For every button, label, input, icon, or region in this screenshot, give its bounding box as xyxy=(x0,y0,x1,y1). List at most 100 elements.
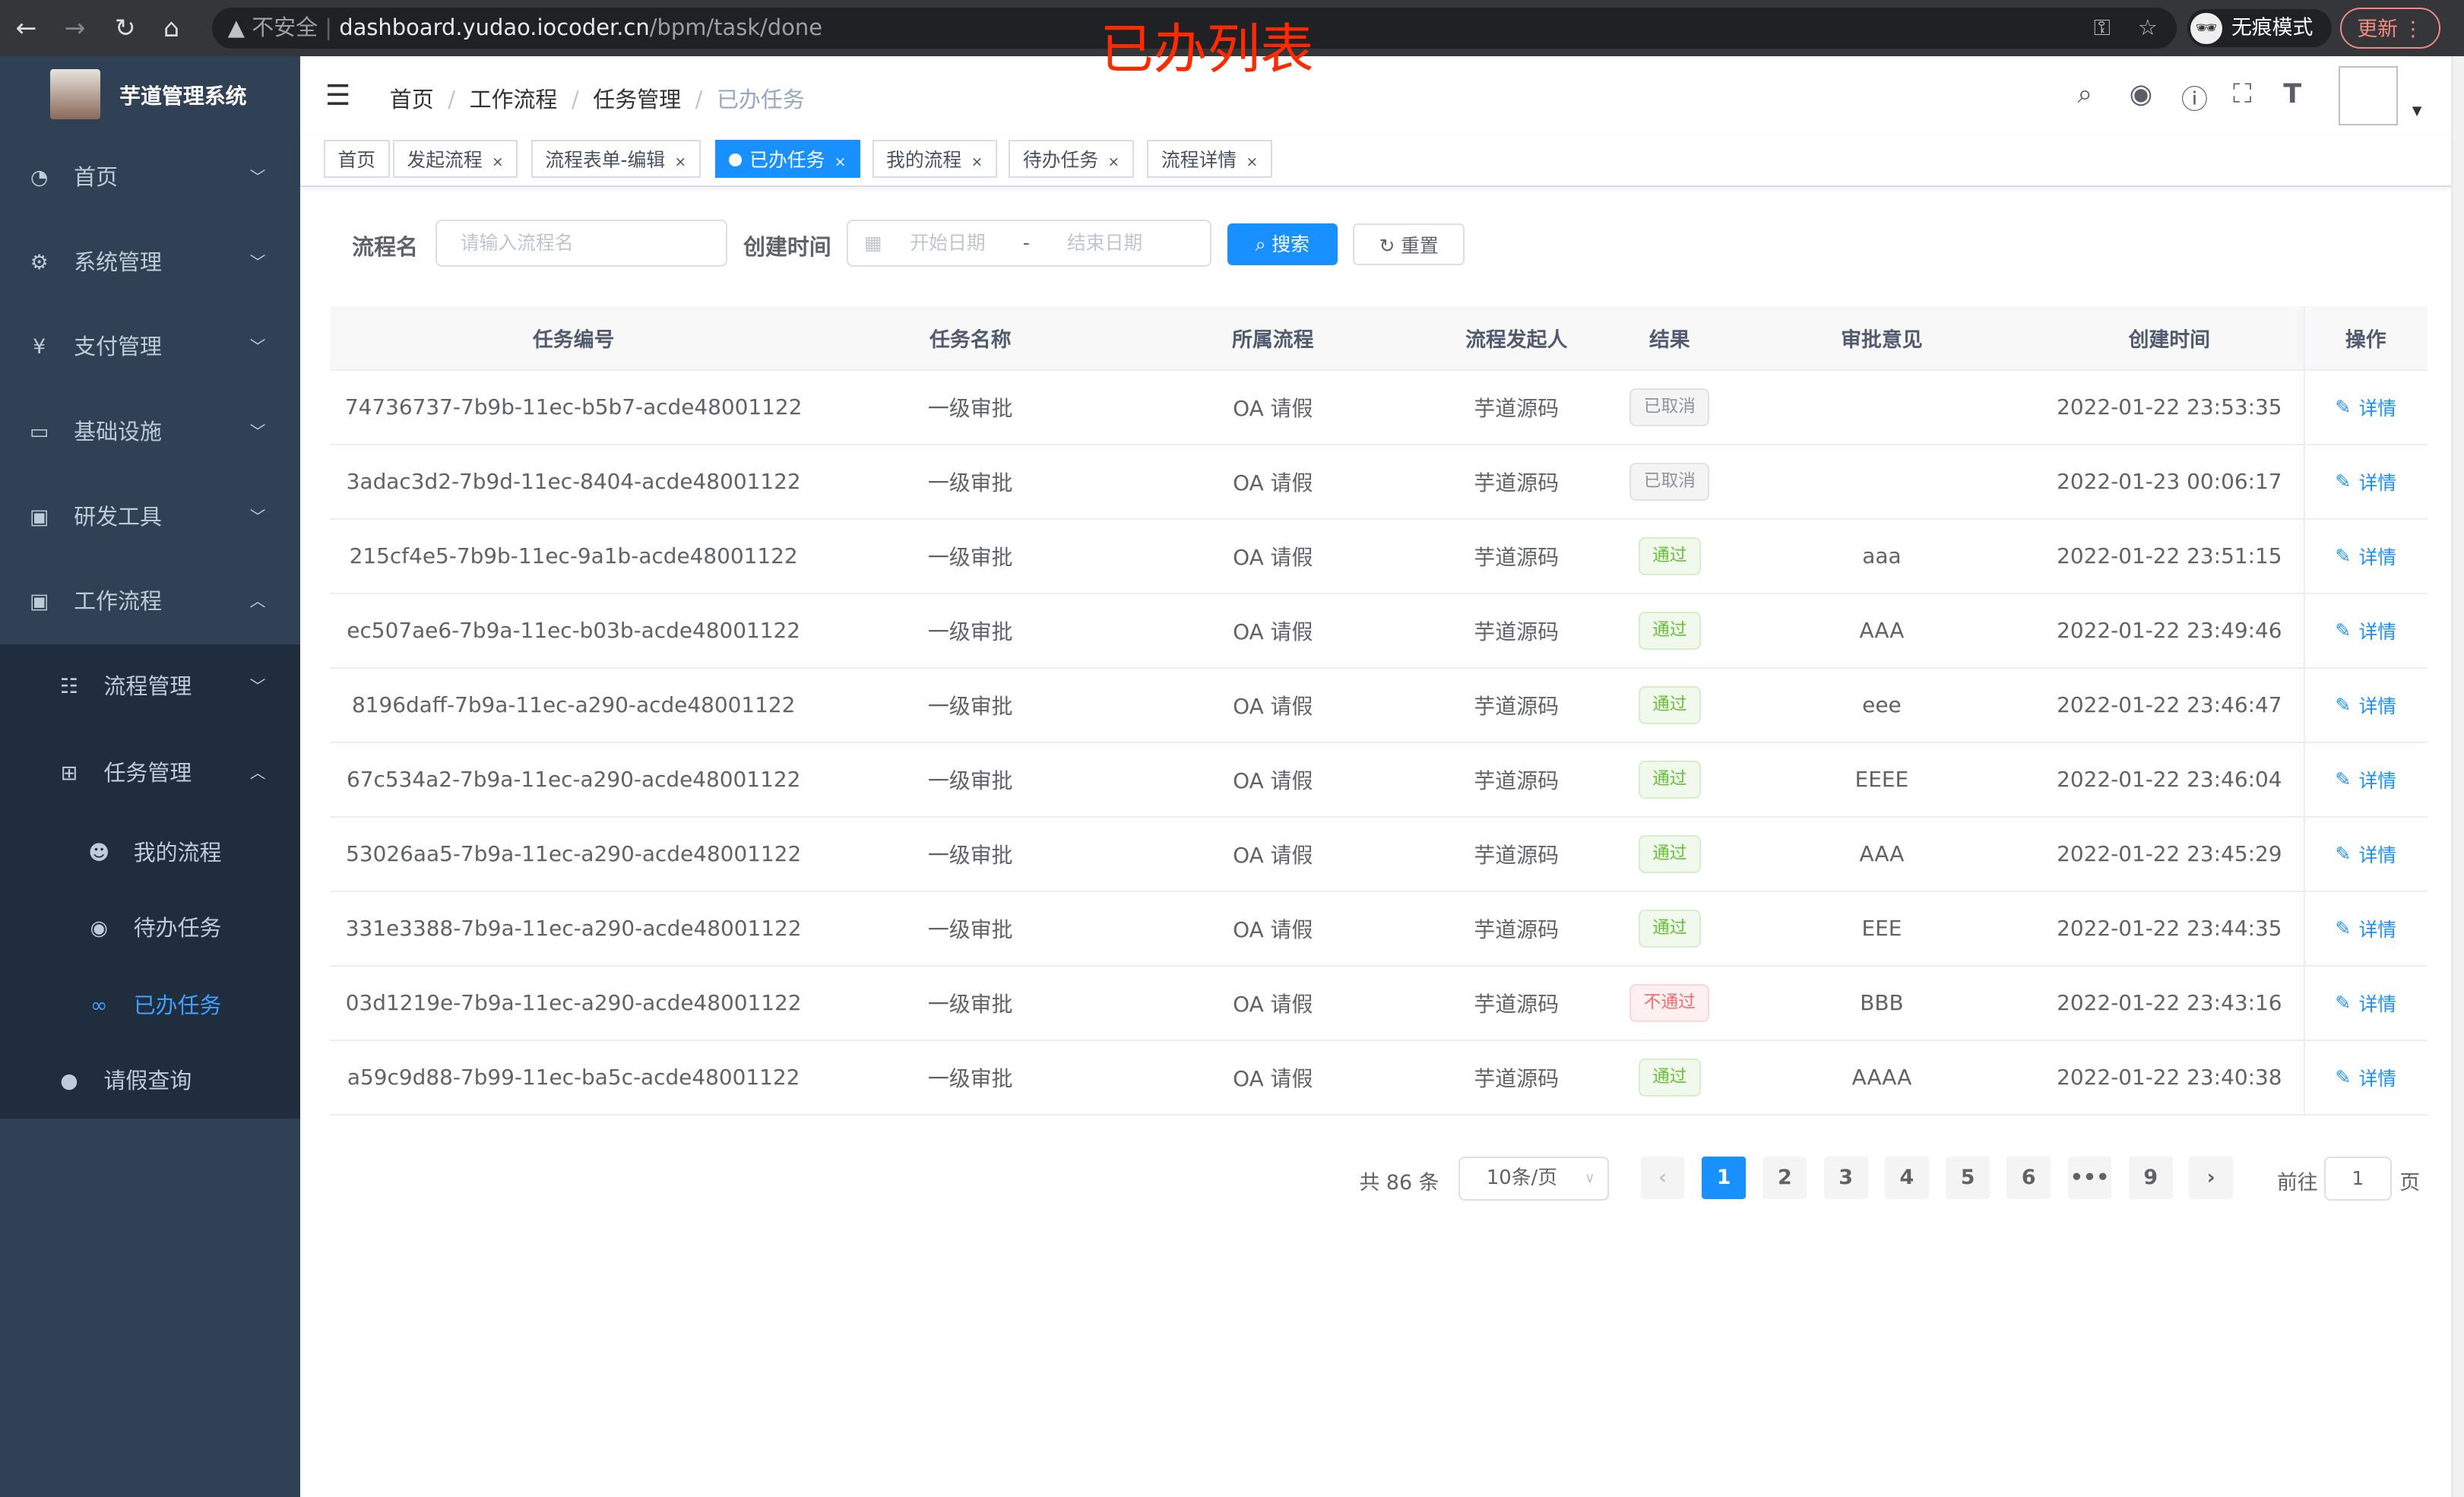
tag-1[interactable]: 发起流程 × xyxy=(392,140,518,178)
scrollbar[interactable] xyxy=(2451,56,2464,1497)
forward-icon[interactable]: → xyxy=(64,12,86,43)
next-page-button[interactable]: › xyxy=(2189,1156,2234,1199)
prev-page-button[interactable]: ‹ xyxy=(1640,1156,1685,1199)
help-icon[interactable]: ⓘ xyxy=(2181,84,2208,116)
close-icon[interactable]: × xyxy=(1246,154,1259,170)
search-icon[interactable]: ⌕ xyxy=(2077,78,2093,110)
tag-6[interactable]: 流程详情 × xyxy=(1147,140,1272,178)
close-icon[interactable]: × xyxy=(834,154,847,170)
close-icon[interactable]: × xyxy=(971,154,983,170)
tag-label: 首页 xyxy=(337,149,376,171)
cell-task-name: 一级审批 xyxy=(927,544,1013,570)
page-button[interactable]: 2 xyxy=(1762,1156,1807,1199)
cell-task-id: 331e3388-7b9a-11ec-a290-acde48001122 xyxy=(345,916,802,942)
column-header[interactable]: 任务名称 xyxy=(930,328,1012,353)
page-button[interactable]: 1 xyxy=(1702,1156,1747,1199)
detail-button[interactable]: ✎ 详情 xyxy=(2304,520,2428,593)
breadcrumb-item[interactable]: 任务管理 xyxy=(593,86,682,112)
close-icon[interactable]: × xyxy=(1107,154,1120,170)
reset-button[interactable]: ↻ 重置 xyxy=(1353,223,1465,266)
sidebar-item[interactable]: ¥ 支付管理 ﹀ xyxy=(0,311,300,383)
page-button[interactable]: 3 xyxy=(1823,1156,1868,1199)
navbar: ☰ 首页 / 工作流程 / 任务管理 / 已办任务 ⌕ ◉ ⓘ ⛶ T ▼ xyxy=(299,56,2452,135)
detail-button[interactable]: ✎ 详情 xyxy=(2304,892,2428,965)
tag-3[interactable]: 已办任务 × xyxy=(714,140,860,178)
detail-label: 详情 xyxy=(2358,918,2397,941)
result-badge: 通过 xyxy=(1638,1059,1702,1097)
start-date[interactable]: 开始日期 xyxy=(910,232,986,255)
hamburger-icon[interactable]: ☰ xyxy=(325,78,351,112)
calendar-icon: ▦ xyxy=(864,232,882,255)
close-icon[interactable]: × xyxy=(674,154,687,170)
sidebar-item[interactable]: ▣ 研发工具 ﹀ xyxy=(0,481,300,553)
reload-icon[interactable]: ↻ xyxy=(114,12,136,43)
star-icon[interactable]: ☆ xyxy=(2137,14,2158,41)
page-button[interactable]: ••• xyxy=(2067,1156,2112,1199)
sidebar-item[interactable]: ◉ 待办任务 xyxy=(0,892,300,964)
edit-icon: ✎ xyxy=(2335,1066,2352,1089)
detail-label: 详情 xyxy=(2358,1067,2397,1090)
page-button[interactable]: 9 xyxy=(2128,1156,2173,1199)
table-row: 03d1219e-7b9a-11ec-a290-acde48001122 一级审批… xyxy=(330,967,2428,1041)
home-icon[interactable]: ⌂ xyxy=(163,12,180,43)
cell-process: OA 请假 xyxy=(1233,842,1313,868)
caret-down-icon[interactable]: ▼ xyxy=(2412,103,2422,119)
avatar[interactable] xyxy=(2338,65,2398,126)
column-header[interactable]: 创建时间 xyxy=(2128,328,2211,353)
back-icon[interactable]: ← xyxy=(15,12,37,43)
detail-button[interactable]: ✎ 详情 xyxy=(2304,743,2428,816)
edit-icon: ✎ xyxy=(2335,843,2352,866)
detail-button[interactable]: ✎ 详情 xyxy=(2304,371,2428,444)
cell-task-name: 一级审批 xyxy=(927,1065,1013,1091)
detail-button[interactable]: ✎ 详情 xyxy=(2304,669,2428,742)
column-header[interactable]: 操作 xyxy=(2345,328,2386,353)
sidebar-item[interactable]: ⚙ 系统管理 ﹀ xyxy=(0,226,300,299)
cell-result: 通过 xyxy=(1610,520,1728,593)
sidebar-item[interactable]: ☻ 我的流程 xyxy=(0,817,300,889)
page-button[interactable]: 6 xyxy=(2006,1156,2051,1199)
cell-opinion: eee xyxy=(1862,692,1902,718)
sidebar-item[interactable]: ▣ 工作流程 ︿ xyxy=(0,565,300,638)
close-icon[interactable]: × xyxy=(492,154,504,170)
sidebar-item[interactable]: ☷ 流程管理 ﹀ xyxy=(0,650,300,723)
sidebar-item[interactable]: ● 请假查询 xyxy=(0,1045,300,1117)
detail-button[interactable]: ✎ 详情 xyxy=(2304,445,2428,518)
detail-button[interactable]: ✎ 详情 xyxy=(2304,818,2428,891)
column-header[interactable]: 所属流程 xyxy=(1232,328,1314,353)
sidebar-item[interactable]: ∞ 已办任务 xyxy=(0,970,300,1042)
page-button[interactable]: 5 xyxy=(1946,1156,1990,1199)
fullscreen-icon[interactable]: ⛶ xyxy=(2233,78,2252,110)
incognito-badge[interactable]: 🕶 无痕模式 xyxy=(2187,9,2333,47)
people-icon: ☻ xyxy=(88,841,110,866)
font-size-icon[interactable]: T xyxy=(2283,78,2302,110)
sidebar-item[interactable]: ◔ 首页 ﹀ xyxy=(0,141,300,214)
key-icon[interactable]: ⚿ xyxy=(2093,14,2111,41)
page-button[interactable]: 4 xyxy=(1884,1156,1929,1199)
github-icon[interactable]: ◉ xyxy=(2129,78,2153,110)
breadcrumb-item[interactable]: 首页 xyxy=(389,86,434,112)
column-header[interactable]: 流程发起人 xyxy=(1465,328,1568,353)
address-bar[interactable]: ▲ 不安全 | dashboard.yudao.iocoder.cn/bpm/t… xyxy=(212,8,2177,49)
column-header[interactable]: 审批意见 xyxy=(1841,328,1923,353)
sidebar-item[interactable]: ⊞ 任务管理 ︿ xyxy=(0,737,300,809)
cell-result: 通过 xyxy=(1610,892,1728,965)
page-size-select[interactable]: 10条/页 ∨ xyxy=(1458,1156,1610,1201)
column-header[interactable]: 结果 xyxy=(1648,328,1690,353)
breadcrumb-item[interactable]: 工作流程 xyxy=(469,86,558,112)
detail-button[interactable]: ✎ 详情 xyxy=(2304,594,2428,667)
tag-4[interactable]: 我的流程 × xyxy=(872,140,997,178)
tag-5[interactable]: 待办任务 × xyxy=(1009,140,1134,178)
user-icon: ● xyxy=(60,1068,78,1093)
process-name-input[interactable]: 请输入流程名 xyxy=(435,220,728,267)
tag-2[interactable]: 流程表单-编辑 × xyxy=(530,140,701,178)
end-date[interactable]: 结束日期 xyxy=(1066,232,1143,255)
update-button[interactable]: 更新 ⋮ xyxy=(2339,8,2440,49)
detail-button[interactable]: ✎ 详情 xyxy=(2304,1041,2428,1114)
detail-button[interactable]: ✎ 详情 xyxy=(2304,967,2428,1040)
tag-0[interactable]: 首页 xyxy=(323,140,390,178)
column-header[interactable]: 任务编号 xyxy=(532,328,615,353)
goto-page-input[interactable]: 1 xyxy=(2323,1156,2392,1201)
search-button[interactable]: ⌕ 搜索 xyxy=(1227,223,1338,266)
date-range-picker[interactable]: ▦ 开始日期 - 结束日期 xyxy=(847,220,1212,267)
sidebar-item[interactable]: ▭ 基础设施 ﹀ xyxy=(0,396,300,468)
